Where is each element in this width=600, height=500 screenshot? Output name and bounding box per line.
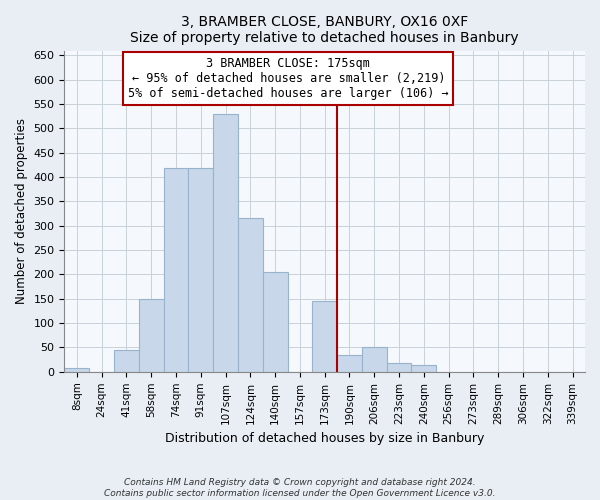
Text: Contains HM Land Registry data © Crown copyright and database right 2024.
Contai: Contains HM Land Registry data © Crown c…	[104, 478, 496, 498]
Bar	[139, 299, 164, 372]
Bar	[114, 350, 139, 372]
Bar	[386, 363, 412, 372]
Y-axis label: Number of detached properties: Number of detached properties	[15, 118, 28, 304]
Bar	[213, 114, 238, 372]
Bar	[412, 364, 436, 372]
Title: 3, BRAMBER CLOSE, BANBURY, OX16 0XF
Size of property relative to detached houses: 3, BRAMBER CLOSE, BANBURY, OX16 0XF Size…	[130, 15, 519, 45]
Bar	[164, 168, 188, 372]
X-axis label: Distribution of detached houses by size in Banbury: Distribution of detached houses by size …	[165, 432, 484, 445]
Bar	[238, 218, 263, 372]
Bar	[337, 355, 362, 372]
Text: 3 BRAMBER CLOSE: 175sqm
← 95% of detached houses are smaller (2,219)
5% of semi-: 3 BRAMBER CLOSE: 175sqm ← 95% of detache…	[128, 57, 449, 100]
Bar	[64, 368, 89, 372]
Bar	[263, 272, 287, 372]
Bar	[188, 168, 213, 372]
Bar	[362, 348, 386, 372]
Bar	[313, 301, 337, 372]
